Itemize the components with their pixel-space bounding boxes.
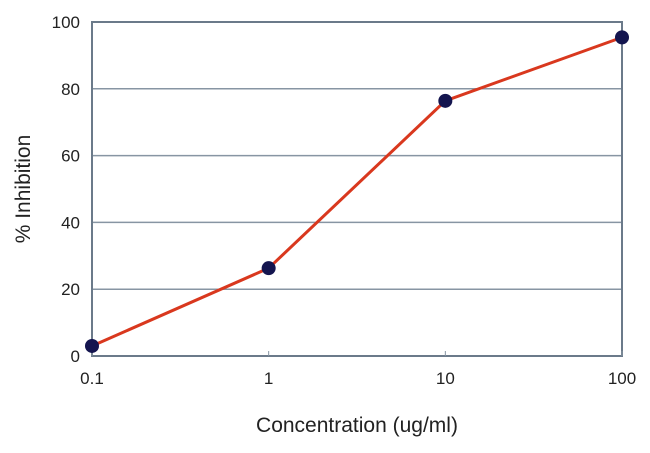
x-tick-label: 1: [264, 369, 273, 388]
data-point: [615, 30, 629, 45]
y-tick-label: 0: [71, 347, 80, 366]
data-point: [438, 93, 453, 108]
gridlines: [92, 21, 622, 357]
y-tick-label: 60: [61, 147, 80, 166]
plot-frame: [91, 21, 623, 357]
y-tick-label: 100: [52, 13, 80, 32]
x-tick-label: 10: [436, 369, 455, 388]
data-point: [85, 338, 99, 353]
x-axis-title: Concentration (ug/ml): [256, 414, 458, 437]
x-tick-label: 0.1: [80, 369, 104, 388]
y-tick-label: 40: [61, 213, 80, 232]
y-axis-title: % Inhibition: [12, 135, 35, 244]
x-axis-ticks: 0.1 1 10 100: [80, 351, 636, 388]
series-line: [91, 35, 623, 348]
y-axis-ticks: 0 20 40 60 80 100: [52, 13, 80, 366]
y-tick-label: 80: [61, 80, 80, 99]
data-point: [261, 261, 276, 276]
x-tick-label: 100: [608, 369, 636, 388]
y-tick-label: 20: [61, 280, 80, 299]
data-points: [85, 30, 629, 353]
